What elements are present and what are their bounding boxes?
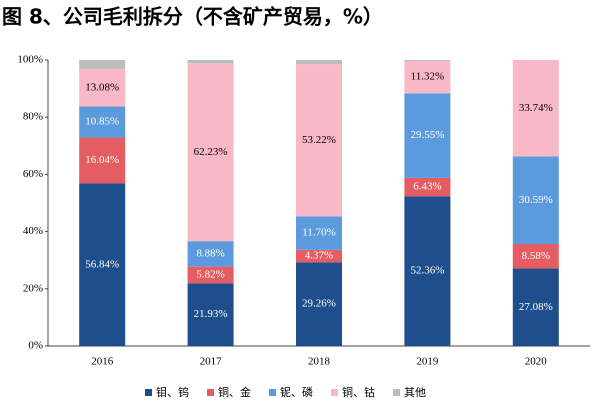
bar-segment (187, 266, 234, 284)
value-label: 6.43% (413, 181, 441, 193)
value-label: 16.04% (85, 154, 119, 166)
bar-segment (404, 93, 451, 178)
bar-segment (79, 69, 126, 107)
legend-swatch (207, 389, 214, 396)
bar-segment (296, 249, 342, 263)
value-label: 27.08% (519, 301, 553, 313)
legend-swatch (269, 389, 276, 396)
bar-segment (404, 60, 451, 94)
bar-segment (404, 60, 451, 61)
value-label: 4.37% (305, 250, 333, 262)
y-tick-label: 20% (23, 282, 43, 294)
value-label: 56.84% (85, 258, 119, 270)
bar-segment (512, 60, 559, 157)
value-label: 10.85% (85, 116, 119, 128)
value-label: 30.59% (519, 194, 553, 206)
chart-title: 图 8、公司毛利拆分（不含矿产贸易，%） (2, 5, 383, 29)
y-tick-label: 40% (23, 225, 43, 237)
bar-segment (512, 156, 559, 245)
legend-label: 铌、磷 (280, 385, 313, 399)
x-tick-label: 2017 (200, 356, 223, 368)
value-label: 52.36% (410, 265, 444, 277)
bar-segment (187, 241, 234, 267)
x-tick-label: 2020 (525, 356, 548, 368)
legend-label: 铜、金 (218, 385, 251, 399)
value-label: 53.22% (302, 134, 336, 146)
bar-segment (404, 196, 451, 346)
value-label: 33.74% (519, 102, 553, 114)
legend-label: 钼、钨 (156, 385, 189, 399)
y-tick-label: 100% (17, 54, 43, 66)
bar-segment (296, 216, 342, 250)
legend-swatch (145, 389, 152, 396)
legend-label: 其他 (404, 386, 426, 399)
bar-segment (187, 60, 234, 64)
x-tick-label: 2018 (308, 356, 331, 368)
value-label: 29.55% (410, 129, 444, 141)
y-tick-label: 80% (23, 111, 43, 123)
value-label: 8.88% (196, 247, 224, 259)
legend-label: 铜、钴 (342, 385, 375, 399)
y-tick-label: 0% (28, 340, 43, 352)
x-tick-label: 2019 (416, 356, 439, 368)
x-tick-label: 2016 (91, 356, 114, 368)
y-tick-label: 60% (23, 168, 43, 180)
value-label: 62.23% (194, 146, 228, 158)
bar-segment (79, 106, 126, 138)
bar-segment (79, 183, 126, 346)
value-label: 21.93% (194, 308, 228, 320)
bar-segment (187, 63, 234, 242)
bar-segment (404, 177, 451, 197)
bar-segment (187, 283, 234, 346)
value-label: 29.26% (302, 298, 336, 310)
bar-segment (79, 137, 126, 184)
bar-segment (512, 244, 559, 269)
bar-segment (512, 268, 559, 346)
bar-segment (296, 60, 342, 65)
value-label: 13.08% (85, 81, 119, 93)
value-label: 11.32% (411, 71, 445, 83)
value-label: 5.82% (196, 268, 224, 280)
bar-segment (79, 60, 126, 70)
value-label: 11.70% (302, 227, 336, 239)
legend-swatch (393, 389, 400, 396)
value-label: 8.58% (522, 250, 550, 262)
legend-swatch (331, 389, 338, 396)
bar-segment (296, 262, 342, 346)
bar-segment (296, 64, 342, 217)
